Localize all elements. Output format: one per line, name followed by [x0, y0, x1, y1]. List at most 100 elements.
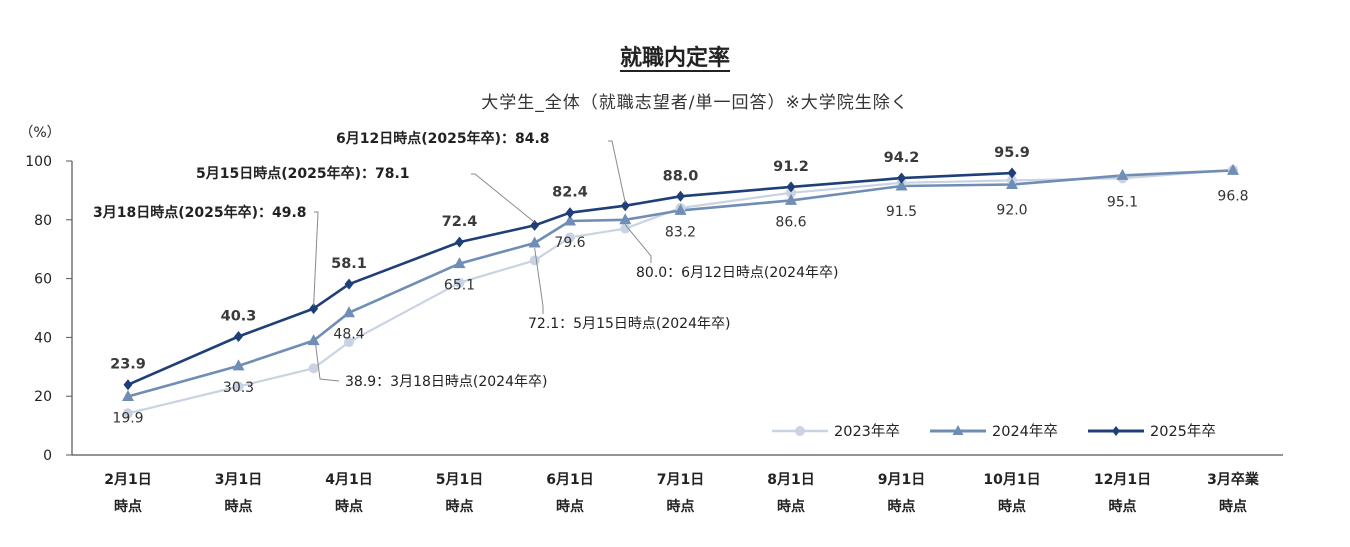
legend-label: 2024年卒: [992, 423, 1058, 440]
x-tick-label: 3月1日: [215, 472, 262, 488]
data-point-2024: [122, 389, 134, 401]
data-point-2023: [454, 277, 465, 288]
annotation-value: 49.8: [272, 205, 307, 221]
series-line-2025年卒: [127, 171, 1013, 386]
data-point-2025: [620, 200, 630, 212]
x-tick-label: 6月1日: [546, 472, 593, 488]
series-line-2023年卒: [127, 168, 1234, 415]
x-tick-label: 2月1日: [104, 472, 151, 488]
data-label-2024: 92.0: [996, 203, 1027, 219]
x-tick-label: 12月1日: [1094, 472, 1151, 488]
y-tick-label: 0: [43, 448, 52, 464]
annotation-leader-line: [313, 211, 319, 306]
x-tick-label-line2: 時点: [1109, 498, 1137, 515]
annotation-label: 5月15日時点(2025年卒)：78.1: [196, 165, 410, 182]
data-point-2025: [1007, 167, 1017, 179]
data-label-2025: 58.1: [331, 256, 367, 272]
data-point-2023: [308, 363, 319, 374]
legend-marker-circle: [795, 426, 805, 436]
data-label-2025: 40.3: [221, 309, 257, 325]
data-point-2024: [564, 214, 576, 226]
x-tick-label: 7月1日: [657, 472, 704, 488]
data-label-2025: 95.9: [994, 145, 1030, 161]
x-tick-label: 5月1日: [436, 472, 483, 488]
series-line-2024年卒: [127, 169, 1234, 398]
data-point-2024: [1006, 178, 1018, 190]
data-point-2025: [530, 219, 540, 231]
data-point-2024: [453, 257, 466, 269]
annotation-label: 72.1：5月15日時点(2024年卒): [528, 316, 730, 332]
x-tick-label-line2: 時点: [114, 498, 142, 515]
annotation-label: 3月18日時点(2025年卒)：49.8: [93, 204, 307, 221]
annotation-leader-line: [315, 344, 340, 382]
annotation-label: 38.9：3月18日時点(2024年卒): [345, 374, 547, 390]
x-tick-label-line2: 時点: [888, 498, 916, 515]
data-labels: 23.9 40.3 58.1 72.4 82.4 88.0 91.2 94.2 95.9 19.9…: [110, 145, 1248, 426]
data-point-2024: [343, 306, 355, 318]
data-point-2023: [786, 187, 796, 198]
data-point-2025: [897, 172, 906, 184]
data-point-2025: [123, 379, 133, 391]
annotation-prefix: 5月15日時点(2025年卒)：: [196, 165, 375, 182]
x-tick-label-line2: 時点: [556, 498, 584, 515]
data-point-2025: [234, 331, 243, 343]
data-label-2025: 23.9: [110, 357, 146, 373]
data-point-2025: [676, 190, 685, 202]
y-axis-label: （%）: [19, 125, 60, 141]
data-label-2024: 19.9: [112, 410, 143, 426]
data-point-2023: [123, 408, 133, 419]
chart-subtitle: 大学生_全体（就職志望者/単一回答）※大学院生除く: [481, 93, 909, 113]
data-point-2024: [895, 179, 908, 191]
annotation-leader-line: [624, 224, 652, 263]
data-point-2023: [620, 223, 631, 234]
data-point-2025: [309, 303, 319, 315]
annotation-leader-line: [534, 247, 544, 314]
annotation-value: 80.0: [636, 265, 667, 281]
x-tick-label-line2: 時点: [667, 498, 695, 515]
data-label-2024: 79.6: [554, 235, 585, 251]
x-tick-label-line2: 時点: [777, 498, 805, 515]
data-label-2025: 88.0: [663, 168, 699, 184]
data-label-2024: 65.1: [444, 278, 475, 294]
data-point-2024: [674, 203, 687, 215]
y-tick-label: 20: [34, 389, 52, 405]
y-tick-label: 100: [25, 154, 52, 170]
x-tick-label: 8月1日: [767, 472, 814, 488]
data-point-2025: [786, 181, 796, 193]
x-tick-label-line2: 時点: [1219, 498, 1247, 515]
data-label-2024: 48.4: [333, 327, 364, 343]
data-point-2023: [344, 337, 354, 348]
annotation-value: 38.9: [345, 374, 376, 390]
data-point-2023: [233, 381, 244, 392]
x-tick-label-line2: 時点: [998, 498, 1026, 515]
annotation-value: 84.8: [515, 131, 550, 147]
data-point-2025: [455, 236, 464, 248]
y-tick-label: 40: [34, 330, 52, 346]
annotation-suffix: ：3月18日時点(2024年卒): [376, 374, 547, 390]
annotations: 3月18日時点(2025年卒)：49.8 5月15日時点(2025年卒)：78.1…: [93, 130, 838, 390]
series-lines: [127, 168, 1234, 415]
annotation-value: 78.1: [375, 166, 410, 182]
legend-marker-triangle: [952, 425, 964, 435]
x-tick-label: 10月1日: [983, 472, 1040, 488]
data-label-2024: 30.3: [223, 380, 254, 396]
x-tick-label-line2: 時点: [225, 498, 253, 515]
data-point-2025: [565, 207, 575, 219]
series-markers: [122, 163, 1239, 419]
data-label-2024: 86.6: [775, 214, 806, 230]
data-label-2025: 91.2: [773, 159, 809, 175]
y-tick-label: 80: [34, 213, 52, 229]
data-point-2024: [307, 334, 320, 346]
legend-marker-diamond: [1112, 426, 1120, 436]
legend-label: 2023年卒: [834, 423, 900, 440]
data-label-2025: 72.4: [442, 214, 478, 230]
annotation-label: 80.0：6月12日時点(2024年卒): [636, 265, 838, 281]
data-point-2024: [785, 193, 797, 205]
x-tick-label-line2: 時点: [446, 498, 474, 515]
data-label-2024: 96.8: [1217, 188, 1248, 204]
annotation-suffix: ：5月15日時点(2024年卒): [559, 316, 730, 332]
annotation-leader-line: [471, 173, 535, 223]
data-point-2024: [619, 213, 632, 225]
